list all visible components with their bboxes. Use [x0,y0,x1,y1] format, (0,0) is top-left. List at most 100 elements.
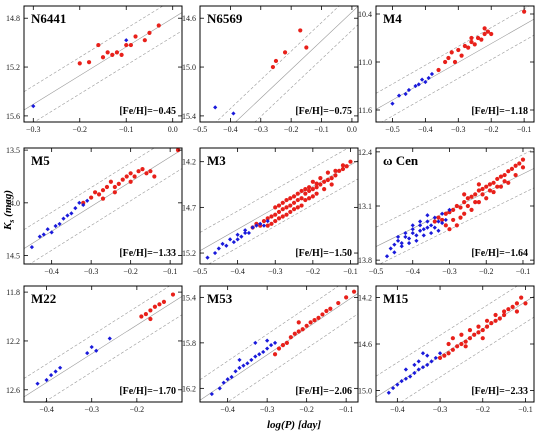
data-point-blue [386,390,391,395]
data-point-red [463,344,468,349]
data-point-blue [395,238,401,243]
fit-line [235,6,358,122]
panel-frame [199,147,359,265]
data-point-red [128,179,133,184]
panel-title: M4 [383,11,402,26]
x-tick-label: −0.3 [260,405,275,414]
data-point-red [81,200,86,205]
data-point-red [451,217,456,223]
data-point-red [320,312,325,317]
data-point-red [475,35,481,41]
y-axis-label-main: K [2,222,14,231]
data-point-red [300,327,305,332]
data-point-blue [421,233,426,238]
x-tick-label: −0.1 [163,267,178,276]
data-point-red [143,311,148,317]
data-point-red [96,42,101,48]
data-point-red [472,42,477,47]
data-point-blue [209,391,214,397]
data-point-blue [443,217,448,223]
metallicity-label: [Fe/H]=−1.64 [471,248,528,259]
x-tick-label: −0.5 [369,267,384,276]
data-point-blue [413,83,418,89]
data-point-red [119,52,124,57]
plot-area [200,148,358,264]
lower-bound-line [215,6,340,122]
data-point-red [462,43,467,49]
data-point-red [105,50,110,55]
data-point-red [306,196,312,201]
panel-6: −0.4 −0.3 −0.2 11.8 12.2 12.6 M22 [Fe/H]=−1.70 [6,285,183,414]
data-point-red [314,181,319,186]
lower-bound-line [200,148,349,233]
data-point-blue [213,105,218,110]
data-point-blue [399,241,404,246]
y-tick-label: 10.4 [358,10,372,19]
data-point-red [303,197,308,203]
data-point-red [340,163,346,168]
data-point-red [291,200,297,205]
data-point-red [276,216,282,221]
data-point-blue [85,351,90,356]
data-point-red [458,215,463,220]
y-tick-label: 15.4 [182,293,196,302]
data-point-red [476,324,481,329]
data-point-red [473,200,478,205]
data-point-red [476,182,481,187]
data-point-red [310,187,315,192]
data-point-blue [53,223,58,229]
x-tick-label: −0.2 [479,267,494,276]
data-point-blue [420,365,426,370]
data-point-blue [417,223,423,228]
data-point-blue [65,213,70,218]
data-point-blue [436,228,441,233]
data-point-red [152,304,158,309]
data-point-red [336,300,341,306]
data-point-red [514,309,520,314]
data-point-red [497,316,502,321]
data-point-blue [433,355,438,361]
y-tick-label: 14.7 [182,203,196,212]
x-axis-label: log(P) [day] [267,419,321,431]
data-point-blue [237,357,242,363]
data-point-red [344,164,349,169]
data-point-blue [440,220,445,226]
data-point-red [482,26,487,31]
data-point-red [469,39,474,45]
y-tick-label: 15.2 [182,249,196,258]
data-point-blue [437,351,443,356]
data-point-red [269,221,274,226]
data-point-blue [399,244,404,249]
data-point-red [491,180,496,185]
data-point-red [276,346,282,351]
data-point-blue [265,338,270,343]
lower-bound-line [24,148,155,230]
data-point-red [449,50,454,55]
data-point-red [480,186,485,192]
data-point-red [100,188,106,193]
data-point-red [152,174,157,179]
data-point-red [100,55,106,60]
data-point-red [459,53,464,58]
y-axis-label-tail: (mag) [2,190,14,220]
data-point-blue [403,234,408,240]
fit-line [376,295,534,398]
data-point-red [447,227,452,232]
y-tick-label: 11.8 [6,288,20,297]
data-point-blue [429,223,434,228]
data-point-blue [272,340,278,345]
panel-0: −0.3 −0.2 −0.1 0.0 14.8 15.2 15.6 N6441 [Fe/H]=−… [6,5,183,134]
y-tick-label: 13.5 [6,146,20,155]
y-tick-label: 14.0 [6,199,20,208]
x-tick-label: −0.2 [123,267,138,276]
data-point-blue [414,233,419,238]
data-point-blue [390,385,396,391]
data-point-red [451,207,456,212]
data-point-blue [44,377,49,383]
data-point-red [136,169,141,174]
x-tick-label: −0.1 [314,125,329,134]
data-point-blue [81,202,86,208]
data-point-red [443,211,448,216]
data-point-blue [45,227,50,232]
